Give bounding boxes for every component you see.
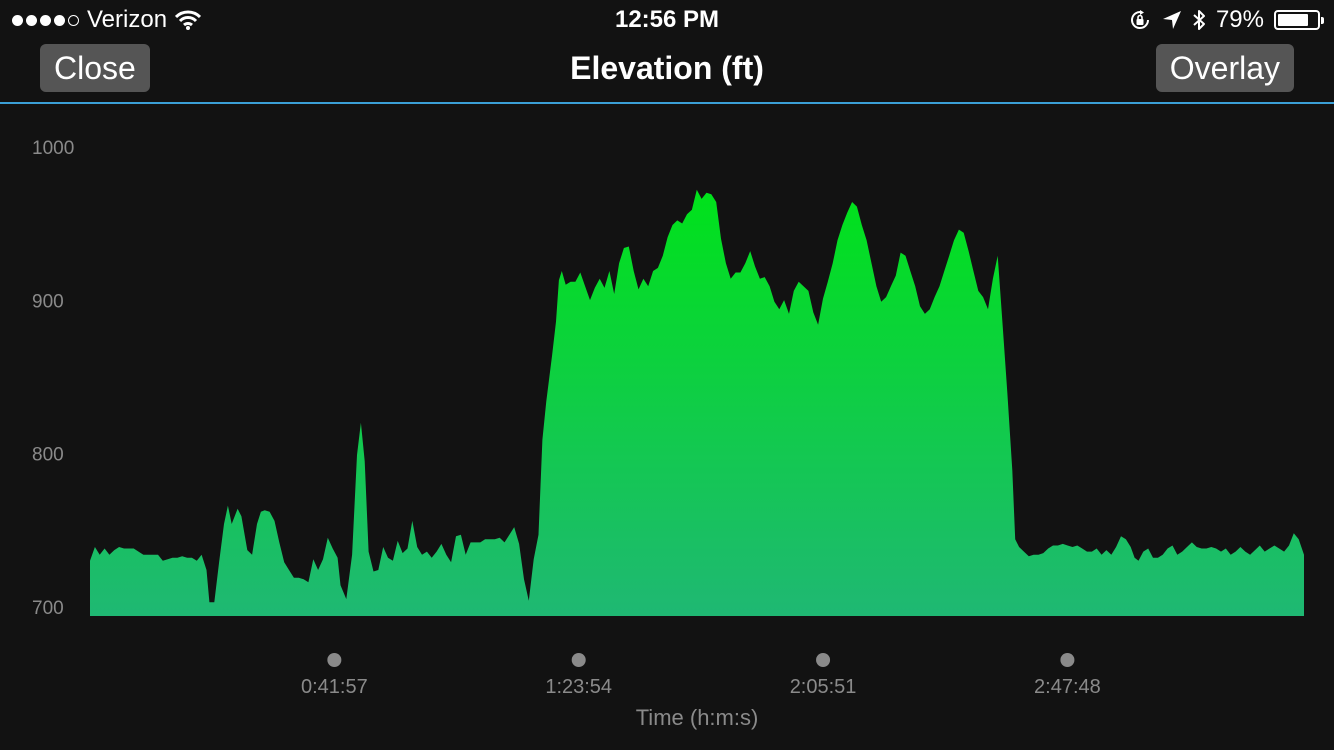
- navigation-bar: Close Elevation (ft) Overlay: [0, 40, 1334, 104]
- overlay-button[interactable]: Overlay: [1155, 44, 1294, 92]
- bluetooth-icon: [1193, 10, 1205, 30]
- y-tick-label: 1000: [32, 138, 74, 159]
- status-time: 12:56 PM: [614, 6, 720, 33]
- status-left: Verizon: [12, 6, 202, 34]
- x-tick-label: 2:47:48: [1034, 676, 1101, 698]
- x-axis-label: Time (h:m:s): [636, 705, 759, 730]
- x-tick-marker: [1060, 653, 1075, 667]
- carrier-name: Verizon: [87, 6, 168, 33]
- x-tick-label: 1:23:54: [545, 676, 612, 698]
- y-tick-label: 700: [32, 598, 64, 619]
- battery-level-fill: [1278, 14, 1309, 26]
- x-tick-label: 2:05:51: [790, 676, 857, 698]
- elevation-chart: 1000 900 800 700 0:41:57 1:23:54 2:05:51 2:47:…: [32, 138, 1304, 730]
- y-tick-label: 800: [32, 445, 64, 466]
- x-tick-marker: [816, 653, 831, 667]
- signal-strength-icon: [12, 14, 79, 26]
- y-tick-label: 900: [32, 291, 64, 312]
- x-tick-marker: [571, 653, 586, 667]
- rotation-lock-icon: [1130, 10, 1149, 29]
- status-right: 79%: [1128, 6, 1324, 34]
- elevation-area: [90, 189, 1304, 616]
- wifi-icon: [175, 10, 202, 30]
- status-bar: Verizon 12:56 PM 79%: [0, 0, 1334, 40]
- x-tick-marker: [327, 653, 342, 667]
- location-arrow-icon: [1162, 11, 1181, 29]
- battery-icon: [1274, 10, 1324, 30]
- close-button[interactable]: Close: [40, 44, 150, 92]
- page-title: Elevation (ft): [570, 50, 764, 86]
- battery-percentage: 79%: [1215, 6, 1264, 33]
- x-tick-label: 0:41:57: [301, 676, 368, 698]
